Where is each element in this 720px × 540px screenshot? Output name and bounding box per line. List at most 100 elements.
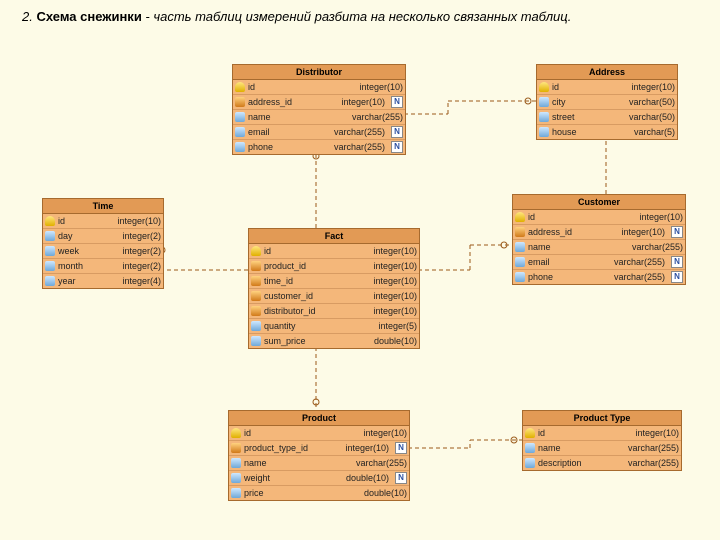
column-type: integer(10) <box>631 82 675 92</box>
table-column: address_id integer(10) N <box>513 225 685 240</box>
column-type: varchar(255) <box>334 127 385 137</box>
column-name: name <box>248 112 343 122</box>
field-icon <box>235 127 245 137</box>
table-column: quantityinteger(5) <box>249 319 419 334</box>
table-time: Timeidinteger(10)dayinteger(2)weekintege… <box>42 198 164 289</box>
column-type: integer(10) <box>117 216 161 226</box>
table-distributor: Distributoridinteger(10)address_idintege… <box>232 64 406 155</box>
column-type: integer(4) <box>122 276 161 286</box>
foreign-key-icon <box>251 306 261 316</box>
field-icon <box>235 112 245 122</box>
field-icon <box>251 336 261 346</box>
field-icon <box>45 231 55 241</box>
column-name: address_id <box>528 227 612 237</box>
column-type: varchar(255) <box>632 242 683 252</box>
table-column: namevarchar(255) <box>523 441 681 456</box>
column-type: integer(10) <box>621 227 665 237</box>
column-name: distributor_id <box>264 306 364 316</box>
foreign-key-icon <box>231 443 241 453</box>
column-type: varchar(255) <box>628 458 679 468</box>
table-column: time_idinteger(10) <box>249 274 419 289</box>
table-title: Address <box>537 65 677 80</box>
table-column: idinteger(10) <box>537 80 677 95</box>
column-type: integer(10) <box>345 443 389 453</box>
column-type: varchar(5) <box>634 127 675 137</box>
column-type: integer(10) <box>373 291 417 301</box>
field-icon <box>45 246 55 256</box>
column-type: integer(2) <box>122 261 161 271</box>
field-icon <box>231 458 241 468</box>
table-column: housevarchar(5) <box>537 125 677 139</box>
heading-rest: - часть таблиц измерений разбита на неск… <box>142 9 572 24</box>
table-column: pricedouble(10) <box>229 486 409 500</box>
column-type: varchar(50) <box>629 112 675 122</box>
table-column: id integer(10) <box>229 426 409 441</box>
column-type: integer(10) <box>639 212 683 222</box>
column-name: id <box>244 428 354 438</box>
column-type: integer(10) <box>373 306 417 316</box>
column-name: quantity <box>264 321 369 331</box>
column-name: id <box>248 82 350 92</box>
column-name: phone <box>248 142 325 152</box>
column-type: double(10) <box>364 488 407 498</box>
field-icon <box>45 276 55 286</box>
column-name: day <box>58 231 113 241</box>
foreign-key-icon <box>515 227 525 237</box>
foreign-key-icon <box>251 276 261 286</box>
column-name: id <box>264 246 364 256</box>
table-column: idinteger(10) <box>513 210 685 225</box>
foreign-key-icon <box>251 291 261 301</box>
table-column: sum_pricedouble(10) <box>249 334 419 348</box>
heading-bold: Схема снежинки <box>36 9 141 24</box>
column-type: integer(10) <box>341 97 385 107</box>
column-type: double(10) <box>346 473 389 483</box>
nullable-badge: N <box>391 96 403 108</box>
foreign-key-icon <box>251 261 261 271</box>
key-icon <box>539 82 549 92</box>
foreign-key-icon <box>235 97 245 107</box>
column-name: description <box>538 458 619 468</box>
table-title: Product <box>229 411 409 426</box>
heading-num: 2. <box>22 9 33 24</box>
table-title: Product Type <box>523 411 681 426</box>
column-name: name <box>244 458 347 468</box>
field-icon <box>539 97 549 107</box>
column-type: varchar(255) <box>614 257 665 267</box>
column-name: year <box>58 276 113 286</box>
column-name: street <box>552 112 620 122</box>
table-title: Time <box>43 199 163 214</box>
table-column: customer_id integer(10) <box>249 289 419 304</box>
key-icon <box>235 82 245 92</box>
nullable-badge: N <box>395 442 407 454</box>
table-column: name varchar(255) <box>229 456 409 471</box>
key-icon <box>231 428 241 438</box>
nullable-badge: N <box>671 256 683 268</box>
column-type: varchar(255) <box>352 112 403 122</box>
field-icon <box>515 242 525 252</box>
table-fact: Factidinteger(10)product_idinteger(10)ti… <box>248 228 420 349</box>
column-name: customer_id <box>264 291 364 301</box>
field-icon <box>235 142 245 152</box>
table-column: namevarchar(255) <box>513 240 685 255</box>
column-type: integer(10) <box>635 428 679 438</box>
column-type: integer(10) <box>363 428 407 438</box>
table-column: idinteger(10) <box>43 214 163 229</box>
table-column: address_idinteger(10)N <box>233 95 405 110</box>
field-icon <box>515 257 525 267</box>
key-icon <box>525 428 535 438</box>
table-column: weekinteger(2) <box>43 244 163 259</box>
key-icon <box>251 246 261 256</box>
nullable-badge: N <box>391 126 403 138</box>
table-column: name varchar(255) <box>233 110 405 125</box>
column-name: name <box>538 443 619 453</box>
field-icon <box>525 458 535 468</box>
column-type: varchar(255) <box>334 142 385 152</box>
column-type: varchar(255) <box>356 458 407 468</box>
table-title: Customer <box>513 195 685 210</box>
field-icon <box>525 443 535 453</box>
nullable-badge: N <box>671 226 683 238</box>
column-name: weight <box>244 473 337 483</box>
table-producttype: Product Typeidinteger(10)namevarchar(255… <box>522 410 682 471</box>
nullable-badge: N <box>391 141 403 153</box>
column-type: integer(2) <box>122 246 161 256</box>
